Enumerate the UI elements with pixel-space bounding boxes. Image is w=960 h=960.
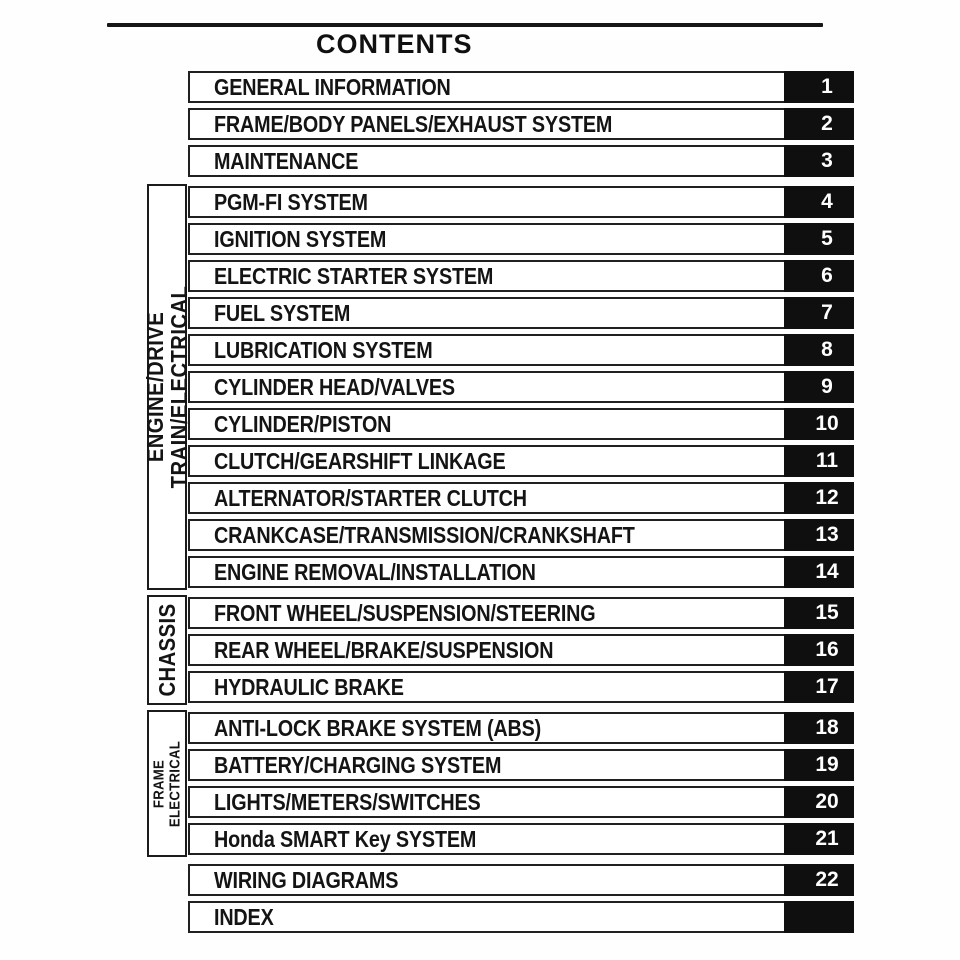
toc-row: LIGHTS/METERS/SWITCHES 20	[188, 786, 854, 818]
toc-row-title: ELECTRIC STARTER SYSTEM	[214, 262, 494, 289]
table-of-contents: GENERAL INFORMATION 1 FRAME/BODY PANELS/…	[142, 71, 854, 933]
page-number-badge: 10	[784, 408, 854, 440]
section-group-top: GENERAL INFORMATION 1 FRAME/BODY PANELS/…	[188, 71, 854, 177]
toc-row-title: PGM-FI SYSTEM	[214, 188, 368, 215]
toc-row-title: CYLINDER HEAD/VALVES	[214, 373, 455, 400]
page-number-badge: 1	[784, 71, 854, 103]
toc-row: CRANKCASE/TRANSMISSION/CRANKSHAFT 13	[188, 519, 854, 551]
toc-row-title: REAR WHEEL/BRAKE/SUSPENSION	[214, 636, 554, 663]
section-group-engine: ENGINE/DRIVE TRAIN/ELECTRICAL PGM-FI SYS…	[142, 184, 854, 590]
toc-row: LUBRICATION SYSTEM 8	[188, 334, 854, 366]
page-number-badge: 6	[784, 260, 854, 292]
page-number-badge: 18	[784, 712, 854, 744]
toc-row-title: GENERAL INFORMATION	[214, 73, 451, 100]
toc-row: ALTERNATOR/STARTER CLUTCH 12	[188, 482, 854, 514]
toc-row-title: CLUTCH/GEARSHIFT LINKAGE	[214, 447, 506, 474]
toc-row: FRONT WHEEL/SUSPENSION/STEERING 15	[188, 597, 854, 629]
toc-row: INDEX	[188, 901, 854, 933]
top-rule	[107, 23, 823, 27]
page-number-badge: 7	[784, 297, 854, 329]
toc-row-title: HYDRAULIC BRAKE	[214, 673, 404, 700]
toc-row-title: BATTERY/CHARGING SYSTEM	[214, 751, 502, 778]
toc-row: ANTI-LOCK BRAKE SYSTEM (ABS) 18	[188, 712, 854, 744]
page-number-badge: 15	[784, 597, 854, 629]
page-number-badge: 19	[784, 749, 854, 781]
toc-row: CLUTCH/GEARSHIFT LINKAGE 11	[188, 445, 854, 477]
page-number-badge: 11	[784, 445, 854, 477]
page-number-badge: 20	[784, 786, 854, 818]
section-group-chassis: CHASSIS FRONT WHEEL/SUSPENSION/STEERING …	[147, 595, 854, 705]
toc-row: ELECTRIC STARTER SYSTEM 6	[188, 260, 854, 292]
toc-row-title: ALTERNATOR/STARTER CLUTCH	[214, 484, 527, 511]
section-group-label-box: FRAME ELECTRICAL	[147, 710, 187, 857]
page-number-badge: 14	[784, 556, 854, 588]
page-number-badge: 13	[784, 519, 854, 551]
toc-row-title: INDEX	[214, 903, 274, 930]
page-number-badge: 2	[784, 108, 854, 140]
section-group-label-box: ENGINE/DRIVE TRAIN/ELECTRICAL	[142, 184, 192, 590]
section-group-label: CHASSIS	[153, 603, 180, 697]
page-number-badge: 22	[784, 864, 854, 896]
toc-row-title: MAINTENANCE	[214, 147, 359, 174]
toc-row-title: IGNITION SYSTEM	[214, 225, 387, 252]
page-number-badge: 8	[784, 334, 854, 366]
section-group-label: FRAME ELECTRICAL	[150, 740, 183, 827]
toc-row: Honda SMART Key SYSTEM 21	[188, 823, 854, 855]
section-group-bottom: WIRING DIAGRAMS 22 INDEX	[188, 864, 854, 933]
toc-row-title: LUBRICATION SYSTEM	[214, 336, 433, 363]
toc-row: REAR WHEEL/BRAKE/SUSPENSION 16	[188, 634, 854, 666]
page-number-badge: 21	[784, 823, 854, 855]
section-group-label-box: CHASSIS	[147, 595, 187, 705]
toc-row: ENGINE REMOVAL/INSTALLATION 14	[188, 556, 854, 588]
toc-row: BATTERY/CHARGING SYSTEM 19	[188, 749, 854, 781]
toc-row: HYDRAULIC BRAKE 17	[188, 671, 854, 703]
page-number-badge: 4	[784, 186, 854, 218]
section-group-label: ENGINE/DRIVE TRAIN/ELECTRICAL	[141, 285, 192, 489]
toc-row: CYLINDER/PISTON 10	[188, 408, 854, 440]
toc-row: WIRING DIAGRAMS 22	[188, 864, 854, 896]
page-title: CONTENTS	[316, 29, 473, 59]
toc-row: FUEL SYSTEM 7	[188, 297, 854, 329]
page-number-badge	[784, 901, 854, 933]
toc-row: FRAME/BODY PANELS/EXHAUST SYSTEM 2	[188, 108, 854, 140]
toc-row-title: Honda SMART Key SYSTEM	[214, 825, 477, 852]
toc-row: MAINTENANCE 3	[188, 145, 854, 177]
toc-row-title: LIGHTS/METERS/SWITCHES	[214, 788, 481, 815]
page-number-badge: 9	[784, 371, 854, 403]
toc-row-title: FRONT WHEEL/SUSPENSION/STEERING	[214, 599, 596, 626]
toc-row-title: CYLINDER/PISTON	[214, 410, 392, 437]
page-number-badge: 17	[784, 671, 854, 703]
page-number-badge: 5	[784, 223, 854, 255]
page-number-badge: 12	[784, 482, 854, 514]
toc-row: CYLINDER HEAD/VALVES 9	[188, 371, 854, 403]
page-number-badge: 16	[784, 634, 854, 666]
toc-row-title: ENGINE REMOVAL/INSTALLATION	[214, 558, 536, 585]
toc-row-title: WIRING DIAGRAMS	[214, 866, 399, 893]
toc-row: GENERAL INFORMATION 1	[188, 71, 854, 103]
page-number-badge: 3	[784, 145, 854, 177]
section-group-frame-electrical: FRAME ELECTRICAL ANTI-LOCK BRAKE SYSTEM …	[147, 710, 854, 857]
toc-row: PGM-FI SYSTEM 4	[188, 186, 854, 218]
toc-row-title: FUEL SYSTEM	[214, 299, 351, 326]
toc-row-title: ANTI-LOCK BRAKE SYSTEM (ABS)	[214, 714, 542, 741]
toc-row: IGNITION SYSTEM 5	[188, 223, 854, 255]
toc-row-title: CRANKCASE/TRANSMISSION/CRANKSHAFT	[214, 521, 635, 548]
toc-row-title: FRAME/BODY PANELS/EXHAUST SYSTEM	[214, 110, 613, 137]
